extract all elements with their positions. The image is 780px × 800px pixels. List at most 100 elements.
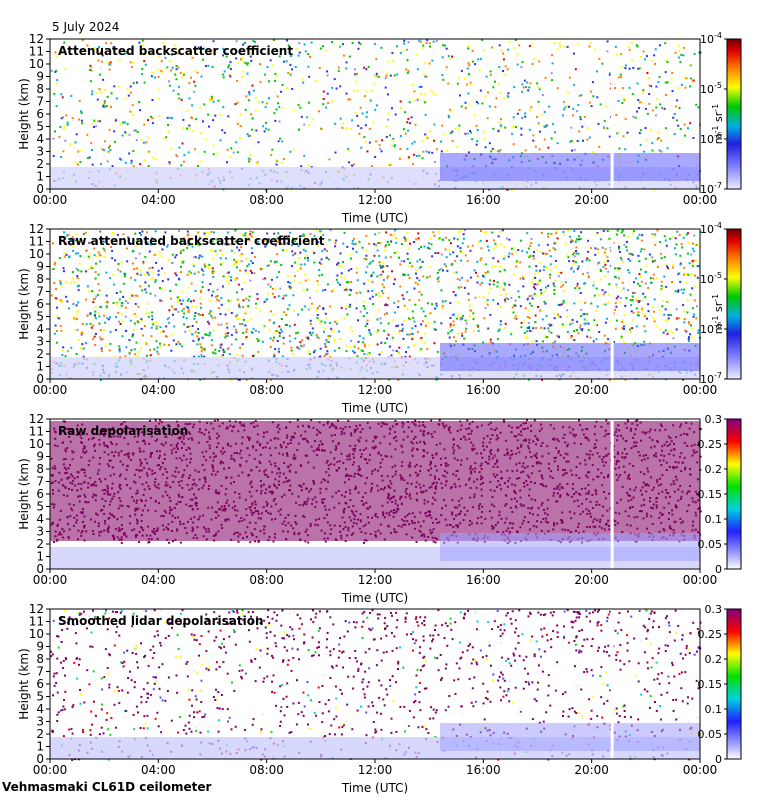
noise-speck bbox=[477, 325, 480, 328]
noise-speck bbox=[641, 299, 644, 302]
noise-speck bbox=[664, 263, 667, 266]
noise-speck bbox=[241, 343, 244, 346]
noise-speck bbox=[123, 272, 126, 275]
noise-speck bbox=[572, 140, 575, 143]
noise-speck bbox=[125, 51, 128, 53]
noise-speck bbox=[345, 92, 348, 95]
noise-speck bbox=[99, 51, 102, 54]
noise-speck bbox=[554, 279, 557, 282]
noise-speck bbox=[57, 317, 60, 320]
noise-speck bbox=[515, 265, 518, 268]
noise-speck bbox=[447, 116, 450, 119]
noise-speck bbox=[689, 122, 692, 125]
noise-speck bbox=[427, 242, 430, 245]
noise-speck bbox=[503, 270, 506, 273]
noise-speck bbox=[283, 311, 286, 314]
noise-speck bbox=[347, 269, 350, 272]
noise-speck bbox=[99, 379, 102, 381]
noise-speck bbox=[252, 327, 255, 330]
noise-speck bbox=[247, 135, 250, 137]
noise-speck bbox=[671, 236, 674, 238]
noise-speck bbox=[191, 325, 194, 327]
noise-speck bbox=[118, 300, 121, 303]
noise-speck bbox=[227, 115, 230, 118]
noise-speck bbox=[557, 303, 560, 306]
noise-speck bbox=[424, 133, 427, 136]
noise-speck bbox=[392, 319, 395, 322]
noise-speck bbox=[350, 257, 352, 260]
noise-speck bbox=[578, 419, 580, 422]
noise-speck bbox=[656, 138, 659, 141]
noise-speck bbox=[230, 276, 233, 279]
noise-speck bbox=[572, 263, 575, 265]
noise-speck bbox=[441, 238, 444, 241]
noise-speck bbox=[238, 137, 241, 140]
noise-speck bbox=[274, 261, 277, 264]
noise-speck bbox=[225, 257, 227, 260]
noise-speck bbox=[469, 129, 471, 132]
colorbar-tick-label: 10-5 bbox=[700, 81, 722, 96]
x-tick-label: 04:00 bbox=[141, 383, 176, 397]
noise-speck bbox=[119, 290, 122, 293]
noise-speck bbox=[538, 261, 541, 264]
noise-speck bbox=[119, 157, 122, 160]
noise-speck bbox=[228, 353, 231, 355]
noise-speck bbox=[64, 355, 67, 358]
noise-speck bbox=[199, 378, 202, 381]
noise-speck bbox=[294, 337, 297, 340]
noise-speck bbox=[249, 541, 252, 544]
noise-speck bbox=[643, 248, 646, 251]
noise-speck bbox=[185, 305, 188, 308]
noise-speck bbox=[363, 257, 366, 260]
noise-speck bbox=[173, 325, 176, 328]
noise-speck bbox=[483, 317, 486, 320]
noise-speck bbox=[476, 140, 479, 143]
noise-speck bbox=[375, 58, 378, 61]
noise-speck bbox=[576, 140, 579, 142]
noise-speck bbox=[206, 320, 209, 323]
noise-speck bbox=[62, 116, 65, 119]
noise-speck bbox=[604, 303, 607, 306]
noise-speck bbox=[411, 84, 414, 86]
noise-speck bbox=[488, 105, 491, 108]
noise-speck bbox=[290, 349, 293, 352]
y-tick-label: 10 bbox=[29, 57, 44, 71]
noise-speck bbox=[342, 261, 344, 263]
noise-speck bbox=[410, 116, 413, 119]
noise-speck bbox=[572, 114, 574, 117]
noise-speck bbox=[355, 267, 358, 270]
noise-speck bbox=[155, 261, 158, 264]
noise-speck bbox=[175, 343, 178, 346]
noise-speck bbox=[146, 231, 149, 234]
noise-speck bbox=[319, 322, 322, 325]
noise-speck bbox=[54, 51, 57, 54]
noise-speck bbox=[199, 314, 202, 316]
noise-speck bbox=[227, 282, 230, 285]
noise-speck bbox=[656, 98, 659, 101]
noise-speck bbox=[400, 260, 403, 263]
noise-speck bbox=[663, 107, 666, 110]
noise-speck bbox=[553, 317, 556, 320]
noise-speck bbox=[55, 69, 58, 72]
noise-speck bbox=[241, 323, 244, 325]
noise-speck bbox=[247, 263, 250, 266]
noise-speck bbox=[597, 262, 599, 265]
noise-speck bbox=[324, 288, 327, 291]
noise-speck bbox=[150, 335, 153, 338]
noise-speck bbox=[110, 239, 113, 242]
noise-speck bbox=[683, 310, 685, 313]
noise-speck bbox=[690, 262, 693, 265]
noise-speck bbox=[489, 73, 492, 76]
noise-speck bbox=[599, 268, 602, 271]
noise-speck bbox=[377, 329, 380, 332]
noise-speck bbox=[154, 158, 157, 160]
noise-speck bbox=[529, 255, 532, 257]
noise-speck bbox=[376, 249, 379, 252]
noise-speck bbox=[141, 230, 144, 233]
noise-speck bbox=[317, 282, 319, 285]
noise-speck bbox=[134, 294, 137, 297]
noise-speck bbox=[164, 56, 167, 59]
noise-speck bbox=[489, 279, 492, 282]
noise-speck bbox=[129, 91, 132, 94]
noise-speck bbox=[64, 242, 67, 245]
